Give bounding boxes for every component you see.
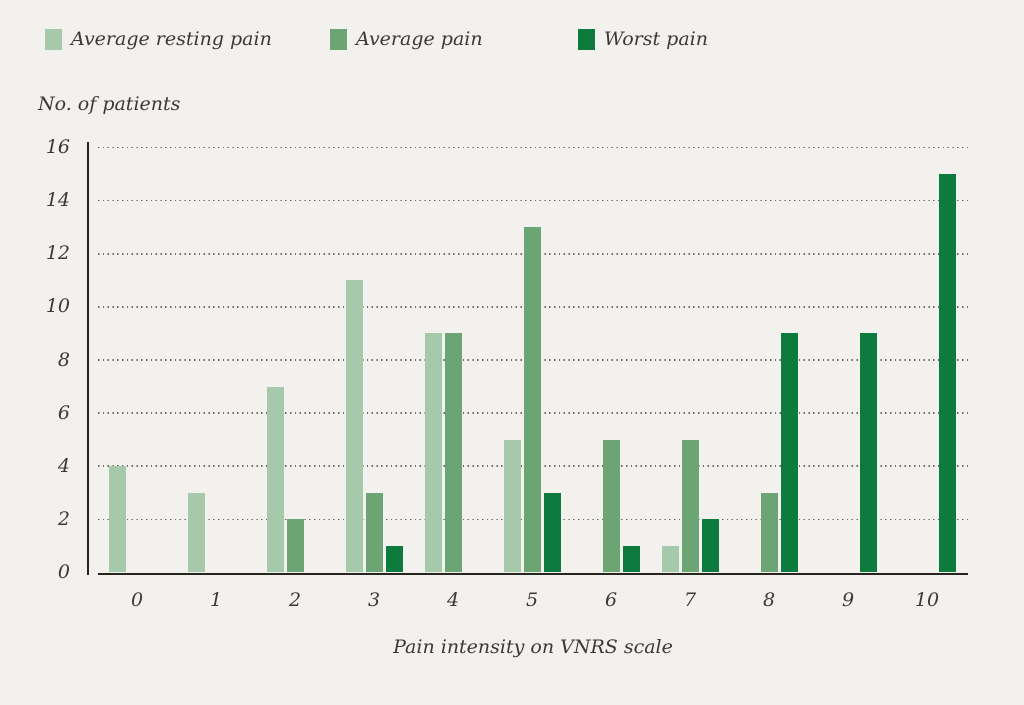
- x-tick-label-5: 5: [525, 589, 539, 611]
- y-tick-label-6: 6: [57, 401, 70, 424]
- bar-worst-pain-x9: [859, 333, 877, 573]
- x-tick-label-9: 9: [841, 589, 855, 611]
- y-tick-label-14: 14: [45, 189, 70, 212]
- gridline-y-16: [98, 146, 970, 149]
- bar-average-pain-x4: [444, 333, 462, 573]
- x-tick-label-7: 7: [683, 589, 697, 611]
- x-tick-label-6: 6: [604, 589, 618, 611]
- bar-average-resting-pain-x0: [108, 466, 126, 573]
- x-tick-label-8: 8: [762, 589, 776, 611]
- legend-swatch-medium-green: [330, 28, 347, 50]
- x-axis-line: [98, 572, 968, 575]
- bar-average-resting-pain-x3: [345, 280, 363, 573]
- legend-item-average-pain: Average pain: [330, 28, 483, 50]
- y-tick-label-16: 16: [45, 136, 70, 159]
- bar-average-resting-pain-x4: [424, 333, 442, 573]
- bar-average-resting-pain-x1: [187, 492, 205, 573]
- legend-label: Average pain: [356, 28, 483, 50]
- y-axis-title: No. of patients: [38, 93, 181, 115]
- x-tick-label-4: 4: [446, 589, 460, 611]
- y-tick-label-0: 0: [57, 561, 70, 583]
- x-tick-label-3: 3: [367, 589, 381, 611]
- bar-average-resting-pain-x7: [661, 545, 679, 573]
- legend-swatch-light-green: [45, 28, 62, 50]
- legend-item-worst-pain: Worst pain: [578, 28, 708, 50]
- y-axis-line: [87, 142, 90, 575]
- y-tick-label-8: 8: [57, 348, 70, 371]
- y-tick-label-10: 10: [45, 295, 70, 318]
- legend-label: Average resting pain: [71, 28, 272, 50]
- x-tick-label-0: 0: [130, 589, 144, 611]
- x-axis-title: Pain intensity on VNRS scale: [393, 636, 673, 658]
- bar-worst-pain-x7: [701, 519, 719, 573]
- legend-item-average-resting-pain: Average resting pain: [45, 28, 272, 50]
- bar-average-pain-x5: [523, 227, 541, 573]
- bar-worst-pain-x6: [622, 545, 640, 573]
- x-tick-label-1: 1: [209, 589, 223, 611]
- bar-worst-pain-x10: [938, 174, 956, 573]
- bar-average-pain-x3: [365, 492, 383, 573]
- x-tick-label-10: 10: [914, 589, 940, 611]
- bar-average-pain-x8: [760, 492, 778, 573]
- gridline-y-14: [98, 199, 970, 202]
- bar-average-resting-pain-x2: [266, 386, 284, 573]
- bar-worst-pain-x3: [385, 545, 403, 573]
- legend-swatch-dark-green: [578, 28, 595, 50]
- y-tick-label-12: 12: [45, 242, 70, 265]
- bar-worst-pain-x5: [543, 492, 561, 573]
- x-tick-label-2: 2: [288, 589, 302, 611]
- bar-average-resting-pain-x5: [503, 439, 521, 573]
- legend-label: Worst pain: [604, 28, 708, 50]
- bar-worst-pain-x8: [780, 333, 798, 573]
- y-tick-label-2: 2: [57, 507, 70, 530]
- bar-average-pain-x7: [681, 439, 699, 573]
- bar-average-pain-x2: [286, 519, 304, 573]
- bar-average-pain-x6: [602, 439, 620, 573]
- y-tick-label-4: 4: [57, 454, 70, 477]
